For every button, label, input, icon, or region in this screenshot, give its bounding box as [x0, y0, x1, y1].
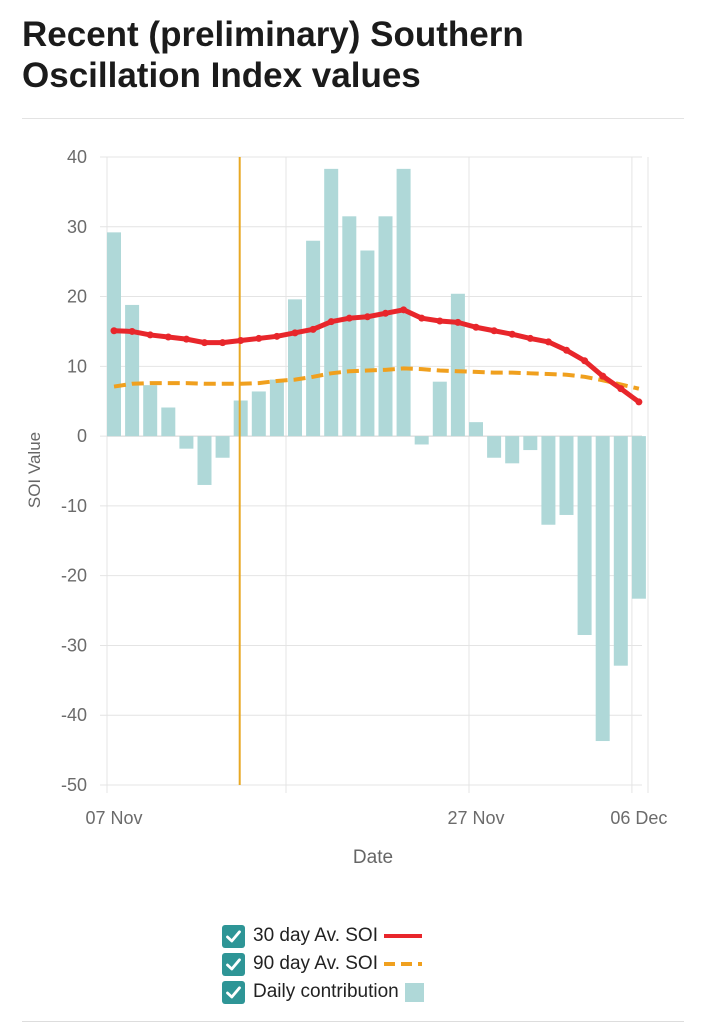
- avg30-point: [472, 323, 480, 331]
- daily-bar: [414, 436, 429, 445]
- daily-bar: [487, 436, 502, 458]
- avg30-point: [237, 337, 245, 345]
- avg30-point: [327, 318, 335, 326]
- daily-bar: [342, 216, 357, 437]
- daily-bar: [143, 385, 158, 437]
- avg30-point: [201, 339, 208, 347]
- y-tick-label: -10: [61, 496, 87, 516]
- soi-chart: 40 30 20 10 0 -10 -20 -30 -40 -50 07 Nov 27 Nov 06 D…: [25, 147, 667, 868]
- check-icon: [226, 929, 241, 942]
- legend-label-30day: 30 day Av. SOI: [253, 925, 378, 946]
- avg30-point: [581, 357, 589, 365]
- y-tick-label: 0: [77, 426, 87, 446]
- check-icon: [226, 957, 241, 970]
- check-icon: [226, 985, 241, 998]
- avg30-point: [599, 372, 607, 380]
- avg30-point: [345, 314, 353, 322]
- daily-bar: [450, 293, 465, 437]
- y-tick-label: -50: [61, 775, 87, 795]
- avg30-point: [436, 317, 444, 325]
- title-divider: [22, 118, 684, 119]
- avg30-point: [454, 318, 462, 326]
- daily-bar: [595, 436, 610, 742]
- checkbox-30day[interactable]: [222, 924, 245, 948]
- daily-bar: [541, 436, 556, 525]
- legend-swatch-30day: [383, 934, 422, 938]
- x-tick-label: 06 Dec: [610, 808, 667, 828]
- x-axis-title: Date: [353, 847, 393, 868]
- daily-bar: [396, 168, 411, 437]
- daily-bar: [432, 381, 447, 437]
- daily-bar: [360, 250, 375, 437]
- x-tick-label: 07 Nov: [85, 808, 142, 828]
- legend-item-30day[interactable]: 30 day Av. SOI: [222, 922, 424, 950]
- lines-layer: [110, 306, 643, 406]
- daily-bar: [613, 436, 628, 666]
- avg30-point: [563, 346, 570, 354]
- daily-bar: [306, 240, 321, 437]
- y-tick-label: -20: [61, 566, 87, 586]
- avg30-point: [508, 330, 516, 338]
- checkbox-daily[interactable]: [222, 980, 245, 1004]
- bottom-divider: [22, 1021, 684, 1022]
- avg30-point: [219, 339, 227, 347]
- avg30-point: [382, 309, 389, 317]
- daily-bar: [378, 216, 393, 437]
- avg30-point: [110, 327, 118, 335]
- y-tick-label: 20: [67, 287, 87, 307]
- labels-layer: 40 30 20 10 0 -10 -20 -30 -40 -50 07 Nov 27 Nov 06 D…: [61, 147, 667, 828]
- legend-label-daily: Daily contribution: [253, 981, 399, 1002]
- daily-bar: [505, 436, 520, 464]
- daily-bar: [161, 407, 176, 437]
- y-tick-label: -40: [61, 705, 87, 725]
- daily-bar: [577, 436, 592, 635]
- y-tick-label: -30: [61, 635, 87, 655]
- checkbox-90day[interactable]: [222, 952, 245, 976]
- x-tick-label: 27 Nov: [447, 808, 504, 828]
- avg30-point: [400, 306, 408, 314]
- legend-item-daily[interactable]: Daily contribution: [222, 978, 424, 1006]
- avg30-point: [255, 334, 263, 342]
- y-tick-label: 40: [67, 147, 87, 167]
- avg90-line: [113, 366, 640, 391]
- daily-bar: [269, 379, 284, 437]
- daily-bar: [288, 299, 302, 437]
- avg30-point: [544, 338, 552, 346]
- avg30-point: [526, 334, 534, 342]
- daily-bar: [179, 436, 194, 449]
- legend: 30 day Av. SOI 90 day Av. SOI Daily cont…: [222, 922, 424, 1006]
- daily-bar: [559, 436, 574, 515]
- legend-label-90day: 90 day Av. SOI: [253, 953, 378, 974]
- y-tick-label: 30: [67, 217, 87, 237]
- legend-swatch-daily: [404, 982, 424, 1002]
- avg30-point: [490, 327, 498, 335]
- daily-bar: [324, 168, 339, 437]
- avg30-point: [291, 329, 299, 337]
- avg30-point: [146, 331, 154, 339]
- avg30-point: [617, 385, 625, 393]
- avg30-line: [111, 307, 642, 405]
- avg30-point: [182, 335, 190, 343]
- daily-bar: [631, 436, 646, 599]
- bars-layer: [107, 168, 646, 742]
- daily-bar: [215, 436, 230, 458]
- y-tick-label: 10: [67, 356, 87, 376]
- daily-bar: [251, 391, 266, 437]
- avg30-point: [164, 333, 172, 341]
- page-title: Recent (preliminary) Southern Oscillatio…: [22, 15, 524, 96]
- avg30-point: [309, 325, 317, 333]
- daily-bar: [197, 436, 212, 485]
- avg30-point: [128, 327, 136, 335]
- legend-swatch-90day: [383, 962, 422, 966]
- daily-bar: [125, 304, 140, 437]
- avg30-point: [273, 332, 281, 340]
- avg30-point: [418, 314, 426, 322]
- legend-item-90day[interactable]: 90 day Av. SOI: [222, 950, 424, 978]
- daily-bar: [469, 422, 483, 437]
- avg30-point: [635, 398, 643, 406]
- avg30-point: [363, 313, 371, 321]
- daily-bar: [523, 436, 538, 451]
- y-axis-title: SOI Value: [25, 432, 44, 508]
